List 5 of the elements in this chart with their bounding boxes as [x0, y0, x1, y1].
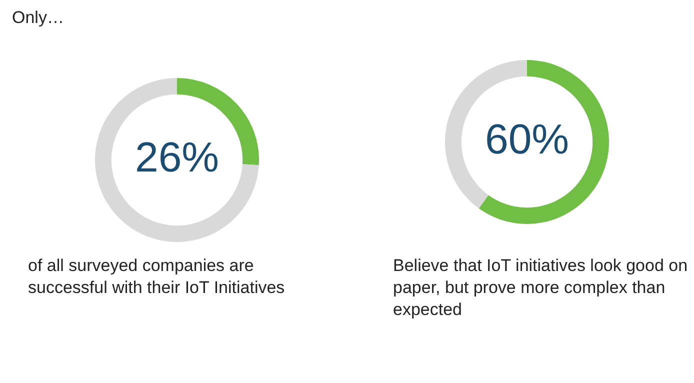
text: of all surveyed companies are successful with their IoT Initiatives: [28, 255, 286, 299]
text: Believe that IoT initiatives look good on paper, but prove more complex than expected: [393, 255, 689, 321]
data-label: 26%: [134, 134, 220, 181]
chart-title: Only…: [12, 8, 64, 28]
data-label: 60%: [484, 116, 570, 163]
